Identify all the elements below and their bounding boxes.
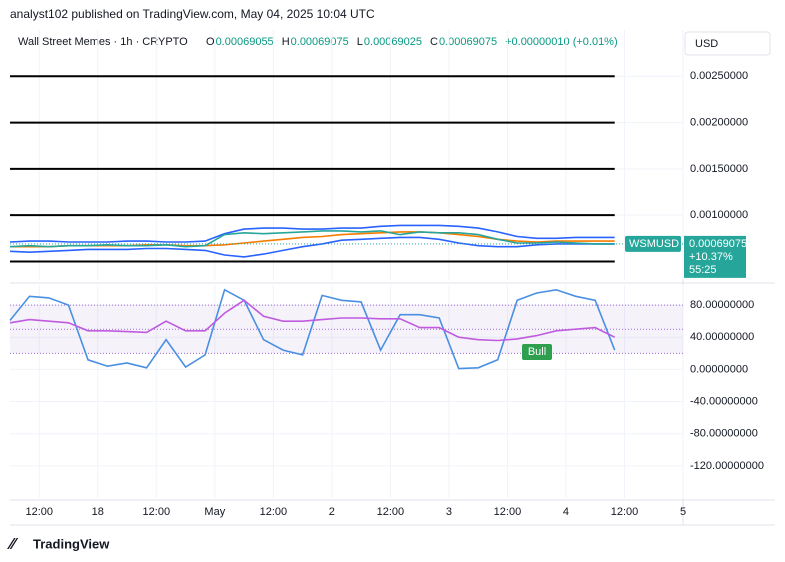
annotation-box: [522, 344, 552, 360]
y-tick-label: 0.00150000: [690, 163, 748, 175]
ohlc-key: O: [206, 36, 215, 48]
change: +0.00000010 (+0.01%): [505, 36, 618, 48]
y-tick-label: -120.00000000: [690, 460, 764, 472]
currency[interactable]: USD: [695, 38, 718, 50]
ohlc-key: H: [282, 36, 290, 48]
ohlc-value: 0.00069075: [291, 36, 349, 48]
price-tag-text: 0.00069075: [689, 238, 747, 250]
currency-box[interactable]: [684, 31, 771, 56]
x-tick-label: 4: [563, 506, 569, 518]
ohlc-key: L: [357, 36, 363, 48]
x-tick-label: 5: [680, 506, 686, 518]
series-line: [9, 236, 615, 258]
x-tick-label: 12:00: [494, 506, 522, 518]
ohlc-value: 0.00069025: [364, 36, 422, 48]
y-tick-label: -80.00000000: [690, 428, 758, 440]
ohlc-legend: O 0.00069055 H 0.00069075 L 0.00069025 C 0.0006…: [206, 36, 497, 48]
x-tick-label: 12:00: [377, 506, 405, 518]
y-tick-label: 80.00000000: [690, 299, 754, 311]
y-tick-label: 0.00250000: [690, 70, 748, 82]
brand-logo: ⁄⁄: [7, 536, 19, 553]
annotation: Bull: [528, 346, 546, 358]
series-line: [9, 299, 616, 342]
symbol-title: Wall Street Memes · 1h · CRYPTO: [18, 36, 188, 48]
brand: TradingView: [33, 536, 110, 551]
ohlc-value: 0.00069075: [439, 36, 497, 48]
x-tick-label: May: [204, 506, 225, 518]
symbol-tag-text: WSMUSD: [629, 238, 679, 250]
x-tick-label: 18: [92, 506, 104, 518]
y-tick-label: 0.00100000: [690, 209, 748, 221]
series-line: [9, 224, 615, 243]
x-tick-label: 12:00: [611, 506, 639, 518]
price-tag-countdown: 55:25: [689, 264, 717, 276]
series-line: [9, 288, 616, 370]
series-line: [9, 230, 615, 248]
x-tick-label: 12:00: [143, 506, 171, 518]
x-tick-label: 2: [329, 506, 335, 518]
y-tick-label: 0.00200000: [690, 116, 748, 128]
x-tick-label: 12:00: [25, 506, 53, 518]
y-tick-label: -40.00000000: [690, 395, 758, 407]
ohlc-value: 0.00069055: [216, 36, 274, 48]
ohlc-key: C: [430, 36, 438, 48]
price-tag-change: +10.37%: [689, 251, 733, 263]
published-note: analyst102 published on TradingView.com,…: [10, 7, 375, 21]
price-tag: [684, 235, 746, 278]
y-tick-label: 0.00000000: [690, 363, 748, 375]
x-tick-label: 3: [446, 506, 452, 518]
symbol-tag: [625, 235, 681, 252]
y-tick-label: 40.00000000: [690, 331, 754, 343]
x-tick-label: 12:00: [260, 506, 288, 518]
